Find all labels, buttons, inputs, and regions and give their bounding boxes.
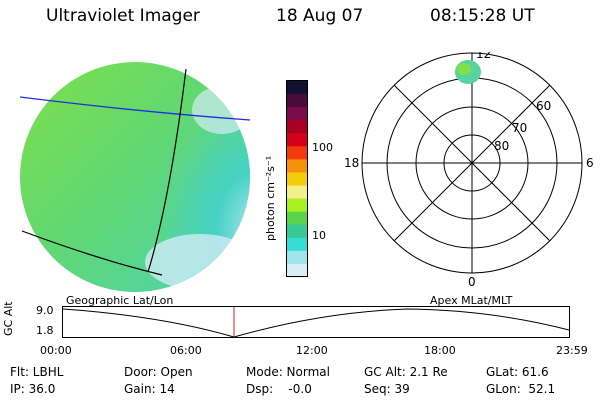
colorbar-tick-100: 100	[312, 141, 333, 154]
instrument-title: Ultraviolet Imager	[46, 6, 200, 26]
colorbar-unit-label: photon cm⁻²s⁻¹	[264, 155, 277, 241]
lat-label-80: 80	[494, 139, 509, 153]
info-glat: GLat: 61.6	[486, 365, 549, 379]
info-dsp: Dsp: -0.0	[246, 382, 312, 396]
colorbar-band	[287, 250, 307, 265]
bright-limb	[145, 234, 250, 290]
lat-label-60: 60	[536, 99, 551, 113]
date-label: 18 Aug 07	[276, 6, 364, 26]
colorbar-band	[287, 81, 307, 95]
mlt-label-6: 6	[586, 156, 594, 170]
colorbar-band	[287, 198, 307, 213]
info-door: Door: Open	[124, 365, 193, 379]
colorbar-tick-10: 10	[312, 229, 326, 242]
mlt-label-18: 18	[344, 156, 359, 170]
timeline-ytick-low: 1.8	[36, 324, 54, 337]
timeline-xtick-2359: 23:59	[556, 344, 588, 357]
color-scale-bar	[286, 80, 308, 278]
mlt-label-0: 0	[468, 275, 476, 288]
gc-altitude-curve	[62, 308, 570, 338]
timeline-ytick-high: 9.0	[36, 304, 54, 317]
colorbar-band	[287, 133, 307, 147]
colorbar-band	[287, 146, 307, 160]
mlt-label-12: 12	[476, 52, 491, 61]
timeline-left-label: Geographic Lat/Lon	[66, 294, 174, 307]
polar-diagonal-2	[393, 84, 551, 242]
info-gc-altitude: GC Alt: 2.1 Re	[364, 365, 448, 379]
timeline-xtick-1800: 18:00	[424, 344, 456, 357]
info-glon: GLon: 52.1	[486, 382, 556, 396]
colorbar-band	[287, 107, 307, 121]
colorbar-band	[287, 94, 307, 108]
longitude-line	[147, 68, 187, 273]
colorbar-band	[287, 237, 307, 252]
upper-limb	[192, 86, 250, 134]
timeline-xtick-0000: 00:00	[40, 344, 72, 357]
info-ip: IP: 36.0	[10, 382, 56, 396]
polar-plot: 12 18 6 0 60 70 80	[344, 52, 594, 288]
colorbar-band	[287, 263, 307, 278]
timeline-axis-title: GC Alt	[2, 301, 15, 336]
colorbar-band	[287, 224, 307, 239]
uv-earth-image	[19, 62, 251, 292]
colorbar-band	[287, 211, 307, 226]
timeline-xtick-1200: 12:00	[296, 344, 328, 357]
aurora-patch-core	[457, 63, 471, 75]
timeline-xtick-0600: 06:00	[170, 344, 202, 357]
time-label: 08:15:28 UT	[430, 6, 535, 26]
orbit-timeline	[62, 306, 570, 338]
colorbar-band	[287, 159, 307, 173]
latitude-line-south	[21, 230, 163, 276]
colorbar-band	[287, 172, 307, 187]
colorbar-band	[287, 120, 307, 134]
timeline-right-label: Apex MLat/MLT	[430, 294, 513, 307]
info-filter: Flt: LBHL	[10, 365, 64, 379]
lat-label-70: 70	[512, 121, 527, 135]
latitude-line	[19, 96, 251, 121]
info-gain: Gain: 14	[124, 382, 175, 396]
info-sequence: Seq: 39	[364, 382, 410, 396]
colorbar-band	[287, 185, 307, 200]
info-mode: Mode: Normal	[246, 365, 330, 379]
